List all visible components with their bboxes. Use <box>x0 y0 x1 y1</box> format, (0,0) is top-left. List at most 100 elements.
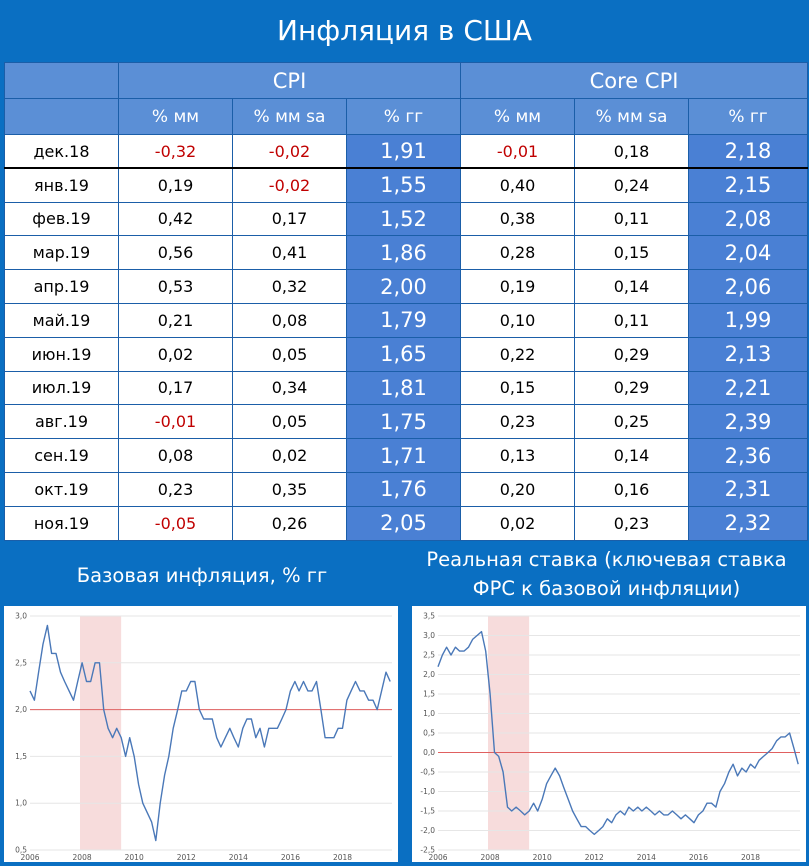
core-mm-cell: 0,10 <box>460 302 576 338</box>
core-mm-cell: 0,23 <box>460 404 576 440</box>
table-row: дек.18 -0,32 -0,02 1,91 -0,01 0,18 2,18 <box>4 134 809 170</box>
group-header-core-cpi: Core CPI <box>460 62 809 99</box>
core-mm-sa-cell: 0,29 <box>574 370 690 406</box>
series-line <box>29 624 391 842</box>
cpi-mm-sa-cell: -0,02 <box>232 167 347 203</box>
y-tick-label: -1,0 <box>420 787 435 796</box>
month-cell: фев.19 <box>4 201 119 237</box>
core-yy-cell: 2,31 <box>688 471 809 507</box>
x-tick-label: 2006 <box>428 853 447 862</box>
core-mm-cell: 0,15 <box>460 370 576 406</box>
cpi-mm-cell: 0,02 <box>118 336 233 372</box>
x-tick-label: 2016 <box>689 853 708 862</box>
cpi-mm-sa-cell: 0,32 <box>232 269 347 304</box>
cpi-mm-cell: 0,21 <box>118 302 233 338</box>
core-mm-sa-cell: 0,24 <box>574 167 690 203</box>
cpi-yy-cell: 1,76 <box>345 471 462 507</box>
x-tick-label: 2018 <box>741 853 760 862</box>
core-yy-cell: 2,08 <box>688 201 809 237</box>
table-row: окт.19 0,23 0,35 1,76 0,20 0,16 2,31 <box>4 471 809 507</box>
cpi-mm-cell: 0,23 <box>118 471 233 507</box>
page-title: Инфляция в США <box>277 14 532 47</box>
group-header-cpi: CPI <box>117 62 462 99</box>
subheader-corner <box>4 98 119 135</box>
month-cell: дек.18 <box>4 134 119 170</box>
cpi-mm-sa-cell: 0,02 <box>232 438 347 473</box>
y-tick-label: 3,0 <box>423 631 435 640</box>
core-mm-sa-cell: 0,15 <box>574 235 690 271</box>
y-tick-label: 0,5 <box>423 729 435 738</box>
core-mm-sa-cell: 0,11 <box>574 201 690 237</box>
month-cell: окт.19 <box>4 471 119 507</box>
core-yy-cell: 2,06 <box>688 269 809 304</box>
table-row: янв.19 0,19 -0,02 1,55 0,40 0,24 2,15 <box>4 167 809 203</box>
core-yy-cell: 2,32 <box>688 505 809 541</box>
cpi-yy-cell: 1,81 <box>345 370 462 406</box>
y-tick-label: 2,0 <box>423 670 435 679</box>
core-mm-cell: 0,22 <box>460 336 576 372</box>
cpi-yy-cell: 2,05 <box>345 505 462 541</box>
cpi-yy-cell: 1,86 <box>345 235 462 271</box>
table-row: май.19 0,21 0,08 1,79 0,10 0,11 1,99 <box>4 302 809 338</box>
cpi-mm-sa-cell: 0,35 <box>232 471 347 507</box>
core-mm-sa-cell: 0,16 <box>574 471 690 507</box>
y-tick-label: 3,0 <box>15 612 27 621</box>
cpi-yy-cell: 1,71 <box>345 438 462 473</box>
right-caption-line-2: ФРС к базовой инфляции) <box>472 577 741 600</box>
x-tick-label: 2006 <box>20 853 39 862</box>
y-tick-label: -2,5 <box>420 846 435 855</box>
core-mm-sa-cell: 0,29 <box>574 336 690 372</box>
core-mm-cell: 0,40 <box>460 167 576 203</box>
cpi-mm-sa-cell: 0,08 <box>232 302 347 338</box>
month-cell: июн.19 <box>4 336 119 372</box>
month-cell: янв.19 <box>4 167 119 203</box>
month-cell: ноя.19 <box>4 505 119 541</box>
core-mm-cell: 0,19 <box>460 269 576 304</box>
cpi-mm-sa-cell: 0,41 <box>232 235 347 271</box>
y-tick-label: 1,0 <box>423 709 435 718</box>
series-line <box>437 630 799 836</box>
y-tick-label: -1,5 <box>420 807 435 816</box>
right-caption-line-1: Реальная ставка (ключевая ставка <box>426 548 787 571</box>
x-tick-label: 2010 <box>125 853 144 862</box>
cpi-mm-sa-cell: 0,05 <box>232 404 347 440</box>
cpi-mm-cell: 0,56 <box>118 235 233 271</box>
table-row: авг.19 -0,01 0,05 1,75 0,23 0,25 2,39 <box>4 404 809 440</box>
x-tick-label: 2016 <box>281 853 300 862</box>
cpi-mm-sa-cell: 0,17 <box>232 201 347 237</box>
cpi-yy-cell: 1,65 <box>345 336 462 372</box>
y-tick-label: 1,5 <box>423 690 435 699</box>
x-tick-label: 2008 <box>481 853 500 862</box>
core-mm-sa-cell: 0,11 <box>574 302 690 338</box>
x-tick-label: 2014 <box>637 853 656 862</box>
table-row: июл.19 0,17 0,34 1,81 0,15 0,29 2,21 <box>4 370 809 406</box>
core-mm-sa-cell: 0,18 <box>574 134 690 170</box>
core-mm-sa-cell: 0,14 <box>574 438 690 473</box>
core-yy-cell: 1,99 <box>688 302 809 338</box>
cpi-mm-cell: 0,42 <box>118 201 233 237</box>
cpi-mm-sa-cell: 0,26 <box>232 505 347 541</box>
x-tick-label: 2014 <box>229 853 248 862</box>
column-header: % гг <box>688 98 809 135</box>
table-row: апр.19 0,53 0,32 2,00 0,19 0,14 2,06 <box>4 269 809 304</box>
table-row: мар.19 0,56 0,41 1,86 0,28 0,15 2,04 <box>4 235 809 271</box>
table-row: июн.19 0,02 0,05 1,65 0,22 0,29 2,13 <box>4 336 809 372</box>
core-mm-cell: -0,01 <box>460 134 576 170</box>
core-mm-cell: 0,02 <box>460 505 576 541</box>
column-header: % мм sa <box>232 98 347 135</box>
real-rate-chart-svg: 3,5 3,0 2,5 2,0 1,5 1,0 0,5 0,0 -0,5 -1,0 -1,5 -2,0… <box>420 612 800 862</box>
table-row: ноя.19 -0,05 0,26 2,05 0,02 0,23 2,32 <box>4 505 809 541</box>
y-tick-label: 2,5 <box>15 658 27 667</box>
core-mm-sa-cell: 0,23 <box>574 505 690 541</box>
core-mm-sa-cell: 0,14 <box>574 269 690 304</box>
cpi-mm-sa-cell: 0,05 <box>232 336 347 372</box>
column-header: % гг <box>345 98 462 135</box>
month-cell: сен.19 <box>4 438 119 473</box>
y-tick-label: 1,5 <box>15 752 27 761</box>
cpi-mm-cell: 0,08 <box>118 438 233 473</box>
month-cell: мар.19 <box>4 235 119 271</box>
month-cell: май.19 <box>4 302 119 338</box>
cpi-mm-cell: 0,53 <box>118 269 233 304</box>
cpi-yy-cell: 1,55 <box>345 167 462 203</box>
y-tick-label: 1,0 <box>15 799 27 808</box>
